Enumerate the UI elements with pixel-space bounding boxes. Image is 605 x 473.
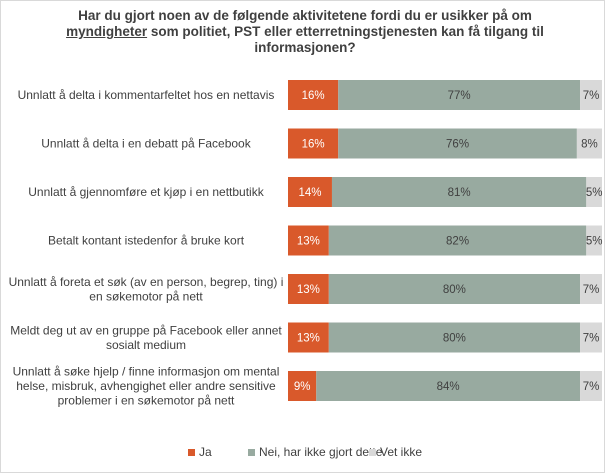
category-label: Meldt deg ut av en gruppe på Facebook el… bbox=[10, 323, 282, 352]
bar-segment-vet-ikke bbox=[576, 128, 602, 159]
bar-segment-nei bbox=[328, 274, 581, 304]
category-label: Unnlatt å foreta et søk (av en person, b… bbox=[9, 275, 284, 304]
bar-segment-nei bbox=[331, 177, 587, 207]
category-label: Unnlatt å gjennomføre et kjøp i en nettb… bbox=[28, 185, 264, 199]
legend-label: Nei, har ikke gjort dette bbox=[259, 445, 383, 459]
legend-swatch bbox=[248, 449, 255, 456]
category-label: Unnlatt å søke hjelp / finne informasjon… bbox=[13, 365, 280, 408]
bar-segment-vet-ikke bbox=[580, 322, 602, 353]
bar-segment-vet-ikke bbox=[580, 371, 602, 401]
value-label: 13% bbox=[297, 236, 320, 248]
legend-swatch bbox=[188, 449, 195, 456]
value-label: 13% bbox=[297, 284, 320, 296]
value-label: 7% bbox=[583, 381, 600, 393]
bar-segment-nei bbox=[338, 128, 577, 159]
bar-segment-nei bbox=[316, 371, 581, 401]
bar-segment-ja bbox=[288, 225, 329, 256]
value-label: 7% bbox=[583, 284, 600, 296]
legend-label: Ja bbox=[199, 445, 212, 459]
bar-segment-vet-ikke bbox=[580, 274, 602, 304]
category-label: Unnlatt å delta i kommentarfeltet hos en… bbox=[18, 88, 275, 102]
bar-segment-ja bbox=[288, 322, 329, 353]
value-label: 77% bbox=[448, 90, 471, 102]
bar-segment-nei bbox=[338, 80, 581, 110]
bar-segment-ja bbox=[288, 177, 332, 207]
value-label: 16% bbox=[302, 139, 325, 151]
chart-title-part-1: Har du gjort noen av de følgende aktivit… bbox=[78, 8, 532, 23]
value-label: 5% bbox=[586, 187, 603, 199]
chart-title-emphasis: myndigheter bbox=[66, 24, 148, 39]
legend-swatch bbox=[369, 449, 376, 456]
value-label: 80% bbox=[443, 284, 466, 296]
value-label: 13% bbox=[297, 333, 320, 345]
value-labels: 16% 77% 7% 16% 76% 8% 14% 81% 5% 13% 82% 5% 13% 80% 7%… bbox=[294, 90, 603, 393]
value-label: 7% bbox=[583, 333, 600, 345]
bar-segment-ja bbox=[288, 371, 317, 401]
bar-segment-ja bbox=[288, 128, 339, 159]
bar-segment-vet-ikke bbox=[586, 225, 602, 256]
value-label: 9% bbox=[294, 381, 311, 393]
bar-segment-vet-ikke bbox=[586, 177, 602, 207]
value-label: 82% bbox=[446, 236, 469, 248]
legend-label: Vet ikke bbox=[380, 445, 422, 459]
value-label: 5% bbox=[586, 236, 603, 248]
category-label: Betalt kontant istedenfor å bruke kort bbox=[48, 234, 245, 248]
chart-title: Har du gjort noen av de følgende aktivit… bbox=[60, 8, 550, 56]
value-label: 7% bbox=[583, 90, 600, 102]
bar-segment-vet-ikke bbox=[580, 80, 602, 110]
value-label: 76% bbox=[446, 139, 469, 151]
bar-segment-nei bbox=[328, 225, 587, 256]
value-label: 8% bbox=[581, 139, 598, 151]
bar-segment-ja bbox=[288, 274, 329, 304]
category-label: Unnlatt å delta i en debatt på Facebook bbox=[41, 137, 251, 151]
bar-segment-nei bbox=[328, 322, 581, 353]
bars bbox=[288, 80, 602, 401]
category-labels: Unnlatt å delta i kommentarfeltet hos en… bbox=[9, 88, 284, 408]
value-label: 81% bbox=[448, 187, 471, 199]
value-label: 84% bbox=[437, 381, 460, 393]
value-label: 80% bbox=[443, 333, 466, 345]
chart-title-part-2: som politiet, PST eller etterretningstje… bbox=[147, 24, 544, 55]
value-label: 14% bbox=[298, 187, 321, 199]
value-label: 16% bbox=[302, 90, 325, 102]
bar-segment-ja bbox=[288, 80, 339, 110]
